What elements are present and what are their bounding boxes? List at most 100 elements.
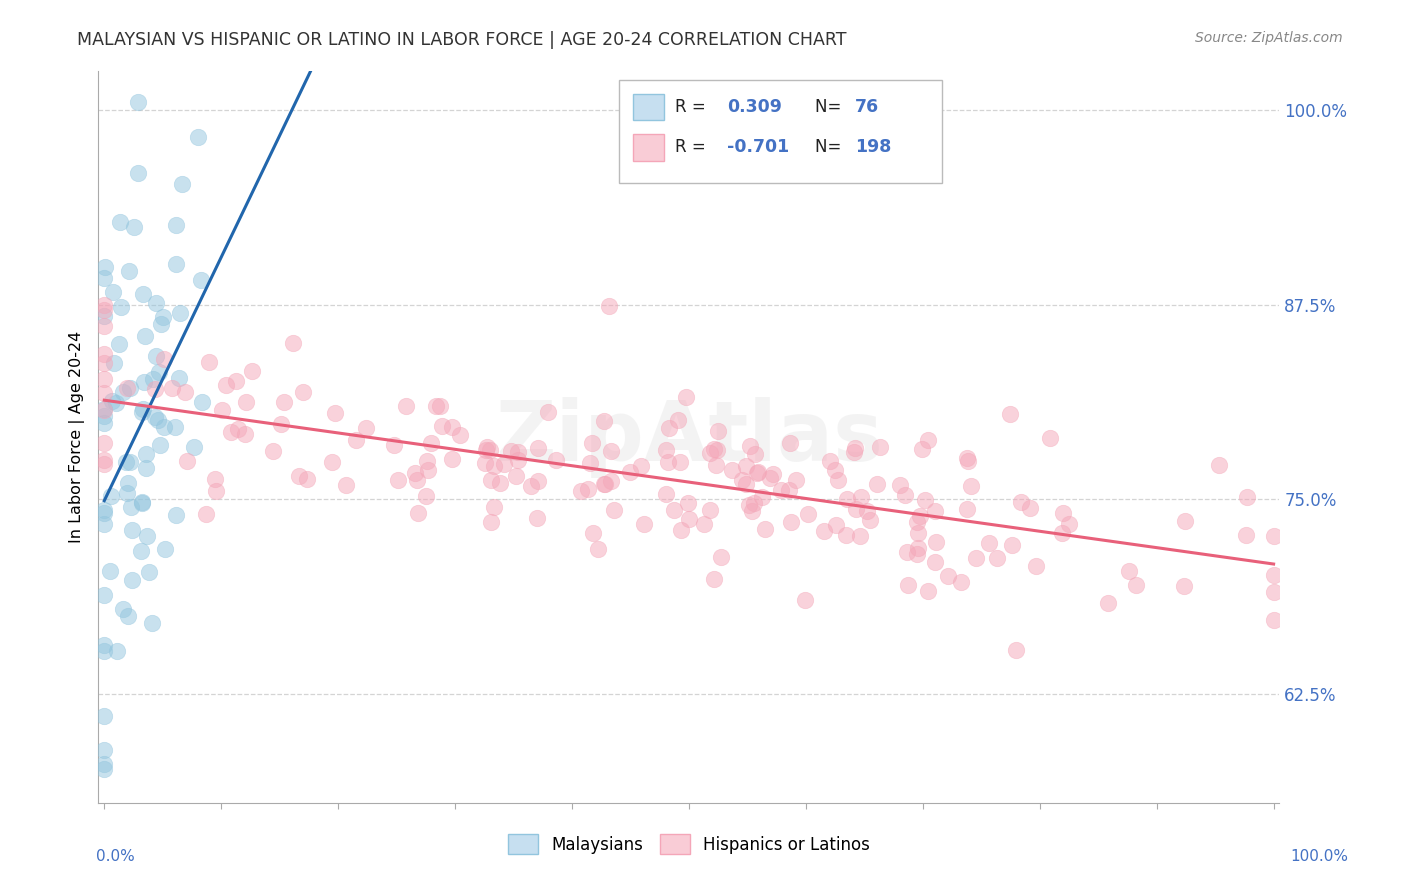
Point [1025,558,1047,573]
Point [145,349,167,363]
Point [769,483,792,497]
Point [751,490,773,504]
Point [98,564,121,578]
Point [1018,500,1040,515]
Point [527,474,550,488]
Point [395,399,418,413]
Point [132,401,155,416]
Point [176,454,198,468]
Point [602,503,624,517]
Point [93,643,115,657]
Point [818,454,841,468]
Point [404,467,426,481]
Point [986,550,1008,565]
Point [738,498,761,512]
Point [965,551,987,566]
Point [735,458,758,473]
Point [104,396,127,410]
Point [474,456,496,470]
Point [1263,613,1285,627]
Point [630,458,652,473]
Point [93,302,115,317]
Point [599,475,621,489]
Point [744,447,766,461]
Point [1263,584,1285,599]
Point [699,446,721,460]
Point [112,602,135,616]
Point [93,416,115,430]
Point [758,471,780,485]
Point [406,506,429,520]
Point [845,501,868,516]
Point [911,442,934,457]
Point [382,438,405,452]
Point [93,270,115,285]
Point [170,177,193,191]
Point [440,451,463,466]
Point [1174,515,1197,529]
Point [122,219,145,234]
Point [499,443,522,458]
Point [979,536,1001,550]
Point [135,461,157,475]
Point [93,458,115,472]
Point [183,440,205,454]
Point [152,310,174,325]
Point [387,473,409,487]
Point [706,424,728,438]
Point [785,473,807,487]
Point [1118,565,1140,579]
Point [162,381,184,395]
Point [1001,538,1024,552]
Point [131,496,153,510]
Point [103,356,125,370]
Point [93,763,115,777]
Point [103,285,125,299]
Point [1005,643,1028,657]
Point [135,447,157,461]
Point [657,455,679,469]
Point [889,477,911,491]
Point [738,439,761,453]
Point [593,414,616,428]
Point [415,489,437,503]
Point [235,395,257,409]
Point [837,491,859,506]
Point [141,615,163,630]
Text: 198: 198 [855,138,891,156]
Legend: Malaysians, Hispanics or Latinos: Malaysians, Hispanics or Latinos [501,828,877,860]
Text: 0.0%: 0.0% [96,849,135,864]
Point [569,483,592,498]
Point [108,214,131,228]
Point [917,433,939,447]
Point [824,463,846,477]
Point [1052,506,1074,520]
Point [506,444,529,458]
Point [93,402,115,417]
Text: N=: N= [815,138,846,156]
Point [321,455,343,469]
Point [669,523,692,537]
Point [924,555,946,569]
Point [187,129,209,144]
Point [225,375,247,389]
Point [153,420,176,434]
Point [1236,528,1258,542]
Point [335,478,357,492]
Point [93,757,115,772]
Point [579,456,602,470]
Point [505,468,527,483]
Point [165,508,187,522]
Point [675,390,697,404]
Point [134,328,156,343]
Point [835,527,858,541]
Point [960,478,983,492]
Point [143,382,166,396]
Point [1236,490,1258,504]
Point [780,515,803,529]
Point [710,550,733,565]
Point [323,406,346,420]
Point [842,445,865,459]
Point [194,507,217,521]
Point [93,436,115,450]
